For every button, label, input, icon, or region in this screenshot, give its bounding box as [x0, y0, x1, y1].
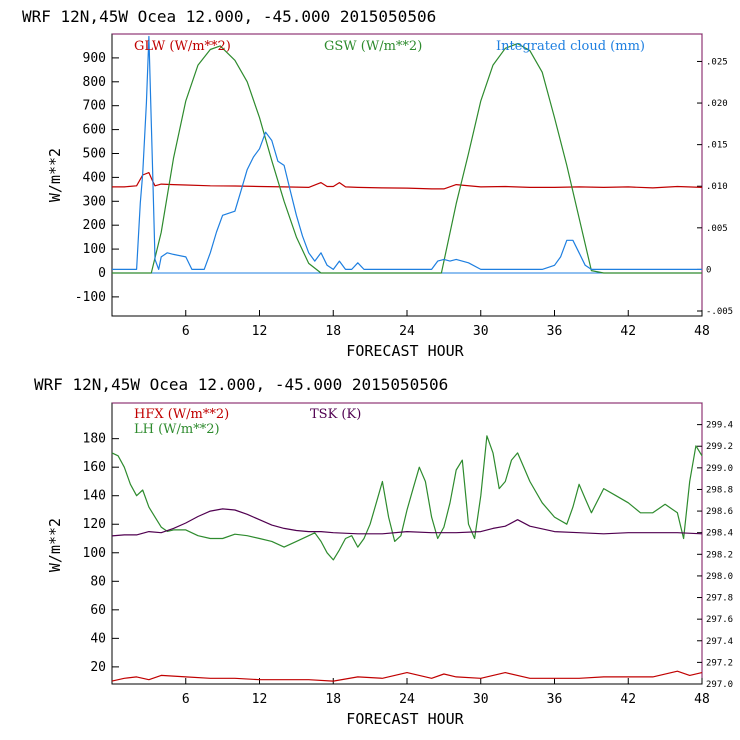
- x-tick-label: 48: [694, 324, 710, 339]
- y2-tick-label: 298.6: [706, 507, 733, 517]
- y-tick-label: 400: [83, 170, 106, 185]
- y2-tick-label: 298.4: [706, 529, 733, 539]
- x-tick-label: 18: [325, 324, 341, 339]
- x-axis-label: FORECAST HOUR: [346, 342, 464, 360]
- y-tick-label: 200: [83, 218, 106, 233]
- y-tick-label: 160: [83, 460, 106, 475]
- y2-tick-label: 0: [706, 265, 711, 275]
- panel-radiation: WRF 12N,45W Ocea 12.000, -45.000 2015050…: [22, 7, 733, 360]
- y-tick-label: 500: [83, 146, 106, 161]
- x-tick-label: 6: [182, 324, 190, 339]
- plot-frame: [111, 33, 703, 317]
- panel-fluxes: WRF 12N,45W Ocea 12.000, -45.000 2015050…: [34, 375, 733, 728]
- y2-tick-label: .025: [706, 57, 728, 67]
- y-axis-label: W/m**2: [46, 518, 64, 572]
- series-line-2: [112, 35, 702, 270]
- legend-glw: GLW (W/m**2): [134, 39, 231, 54]
- panel-header: WRF 12N,45W Ocea 12.000, -45.000 2015050…: [34, 375, 448, 394]
- series-line-2: [111, 508, 703, 537]
- y-tick-label: 100: [83, 242, 106, 257]
- legend-cloud: Integrated cloud (mm): [496, 39, 645, 54]
- y-axis-left: -100 0 100 200 300 400 500 600 700 800 900: [75, 51, 119, 305]
- x-tick-label: 30: [473, 692, 489, 707]
- y-tick-label: 0: [98, 266, 106, 281]
- x-tick-label: 36: [547, 324, 563, 339]
- y2-tick-label: .010: [706, 182, 728, 192]
- x-tick-label: 36: [547, 692, 563, 707]
- y2-tick-label: 298.8: [706, 485, 733, 495]
- x-tick-label: 12: [252, 692, 268, 707]
- x-axis-label: FORECAST HOUR: [346, 710, 464, 728]
- y2-tick-label: 299.2: [706, 442, 733, 452]
- y2-tick-label: 297.8: [706, 594, 733, 604]
- y-tick-label: 180: [83, 432, 106, 447]
- y-tick-label: 140: [83, 489, 106, 504]
- y-tick-label: 800: [83, 75, 106, 90]
- x-tick-label: 30: [473, 324, 489, 339]
- y-axis-right: 297.0 297.2 297.4 297.6 297.8 298.0 298.2 298.4…: [697, 421, 733, 690]
- x-tick-label: 12: [252, 324, 268, 339]
- legend-tsk: TSK (K): [310, 407, 361, 422]
- y-axis-right: -.005 0 .005 .010 .015 .020 .025: [697, 57, 733, 317]
- y2-tick-label: 299.0: [706, 464, 733, 474]
- series-line-0: [111, 670, 703, 682]
- y-tick-label: 900: [83, 51, 106, 66]
- legend-hfx: HFX (W/m**2): [134, 407, 229, 422]
- y2-tick-label: 297.4: [706, 637, 733, 647]
- y2-tick-label: .020: [706, 99, 728, 109]
- y-tick-label: 60: [90, 603, 106, 618]
- y2-tick-label: -.005: [706, 307, 733, 317]
- x-tick-label: 42: [620, 324, 636, 339]
- y-tick-label: 300: [83, 194, 106, 209]
- y2-tick-label: 298.0: [706, 572, 733, 582]
- series-line-0: [112, 172, 703, 190]
- plot-frame: [111, 402, 703, 685]
- y2-tick-label: 297.2: [706, 658, 733, 668]
- y-tick-label: 600: [83, 123, 106, 138]
- y-tick-label: 80: [90, 574, 106, 589]
- panel-header: WRF 12N,45W Ocea 12.000, -45.000 2015050…: [22, 7, 436, 26]
- series-lines: [111, 435, 703, 682]
- y-tick-label: 700: [83, 99, 106, 114]
- y-axis-label: W/m**2: [46, 148, 64, 202]
- x-tick-label: 24: [399, 692, 415, 707]
- y-tick-label: 100: [83, 546, 106, 561]
- x-tick-label: 48: [694, 692, 710, 707]
- y-axis-left: 20 40 60 80 100 120 140 160 180: [83, 432, 119, 675]
- x-axis: 6 12 18 24 30 36 42 48: [182, 310, 710, 339]
- y2-tick-label: .005: [706, 224, 728, 234]
- y-tick-label: -100: [75, 290, 106, 305]
- series-lines: [112, 35, 703, 274]
- x-tick-label: 6: [182, 692, 190, 707]
- x-tick-label: 42: [620, 692, 636, 707]
- y2-tick-label: 297.6: [706, 615, 733, 625]
- y2-tick-label: 297.0: [706, 680, 733, 690]
- y-tick-label: 40: [90, 631, 106, 646]
- series-line-1: [111, 435, 703, 561]
- x-tick-label: 18: [325, 692, 341, 707]
- y2-tick-label: 298.2: [706, 550, 733, 560]
- legend-lh: LH (W/m**2): [134, 422, 220, 437]
- y2-tick-label: .015: [706, 141, 728, 151]
- legend-gsw: GSW (W/m**2): [324, 39, 422, 54]
- y-tick-label: 20: [90, 660, 106, 675]
- x-axis: 6 12 18 24 30 36 42 48: [182, 678, 710, 707]
- series-line-1: [112, 42, 702, 274]
- y-tick-label: 120: [83, 517, 106, 532]
- y2-tick-label: 299.4: [706, 421, 733, 431]
- x-tick-label: 24: [399, 324, 415, 339]
